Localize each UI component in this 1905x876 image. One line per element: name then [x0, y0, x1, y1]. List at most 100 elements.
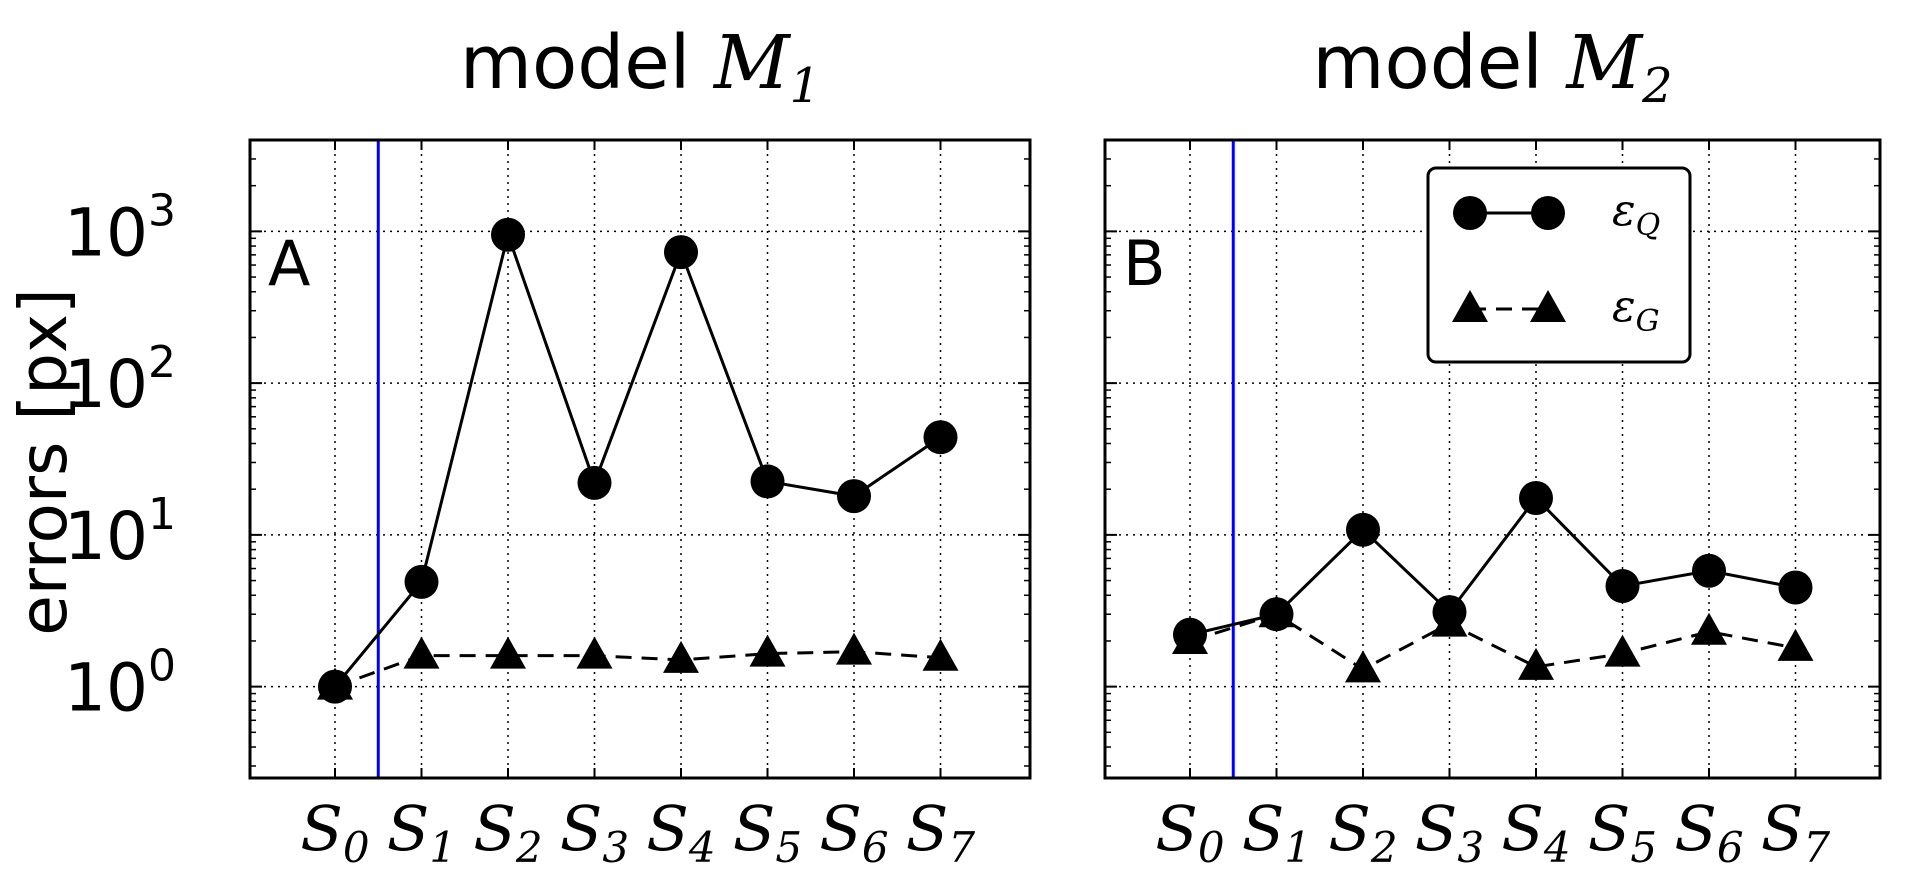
title-text: model — [1312, 20, 1566, 106]
series-eg-point — [663, 640, 699, 673]
x-tick-label: S7 — [906, 792, 975, 872]
y-tick-exponent: 3 — [148, 185, 176, 236]
y-tick-exponent: 1 — [148, 489, 176, 540]
series-eg-point — [317, 667, 353, 700]
x-tick-base: S — [387, 792, 429, 865]
panel-a-series — [317, 140, 959, 778]
series-eg-point — [1172, 621, 1208, 654]
series-eg-point — [922, 638, 959, 671]
legend-g-sub: G — [1636, 304, 1660, 339]
x-tick-sub: 7 — [1803, 823, 1830, 872]
x-tick-base: S — [733, 792, 775, 865]
title-math-sub: 2 — [1641, 58, 1673, 114]
panel-b-label: B — [1123, 227, 1166, 300]
x-tick-label: S2 — [473, 792, 542, 872]
x-tick-base: S — [1328, 792, 1370, 865]
x-tick-label: S0 — [300, 792, 369, 872]
legend-entry-q: εQ — [1453, 185, 1660, 243]
series-eq-point — [837, 479, 871, 514]
panel-a-frame — [248, 138, 1032, 780]
series-eg-point — [403, 636, 440, 669]
series-eg-point — [576, 636, 613, 669]
series-eq-point — [1519, 480, 1553, 515]
y-tick-base: 10 — [64, 498, 148, 575]
series-eg-point — [749, 634, 786, 667]
legend-q-symbol: ε — [1612, 185, 1636, 236]
y-tick-exponent: 0 — [148, 641, 176, 692]
panel-b: model M2 B S0 S1 S2 S3 S4 S5 S6 S7 εQ — [1103, 20, 1882, 872]
x-tick-sub: 3 — [1457, 823, 1484, 872]
series-eg-point — [1258, 595, 1295, 628]
x-tick-label: S1 — [1242, 792, 1311, 872]
x-tick-sub: 1 — [429, 823, 456, 872]
x-tick-label: S4 — [1501, 792, 1570, 872]
x-tick-sub: 0 — [343, 823, 370, 872]
y-tick-base: 10 — [64, 346, 148, 423]
series-eq-point — [1692, 553, 1726, 588]
series-eq-point — [1346, 512, 1380, 547]
x-tick-label: S3 — [560, 792, 629, 872]
x-tick-base: S — [560, 792, 602, 865]
series-eq-line — [333, 229, 942, 688]
panel-b-frame — [1103, 138, 1882, 780]
series-eg-line — [334, 650, 941, 689]
y-tick-label: 101 — [64, 489, 176, 575]
x-tick-sub: 6 — [1717, 823, 1744, 872]
legend-g-marker-left — [1452, 290, 1488, 322]
panel-a: model M1 A S0 S1 S2 S3 S4 S5 S6 S7 — [248, 20, 1032, 872]
title-math-sub: 1 — [790, 58, 821, 114]
x-tick-label: S5 — [733, 792, 802, 872]
y-tick-base: 10 — [64, 650, 148, 727]
x-tick-base: S — [1155, 792, 1197, 865]
x-tick-sub: 4 — [688, 823, 716, 872]
x-tick-sub: 2 — [515, 823, 543, 872]
x-tick-label: S2 — [1328, 792, 1397, 872]
panel-b-x-tick-labels: S0 S1 S2 S3 S4 S5 S6 S7 — [1155, 792, 1830, 872]
series-eg-point — [836, 632, 872, 665]
series-eg-point — [1518, 647, 1554, 680]
panel-a-label: A — [268, 227, 310, 300]
x-tick-sub: 7 — [948, 823, 975, 872]
series-eg-point — [1431, 604, 1468, 637]
title-math-base: M — [1564, 20, 1644, 106]
panel-a-ticks — [250, 139, 1030, 778]
x-tick-base: S — [1588, 792, 1630, 865]
legend-q-marker-right — [1531, 196, 1565, 230]
legend-g-label: εG — [1612, 281, 1660, 339]
title-math-base: M — [712, 20, 792, 106]
legend: εQ εG — [1426, 166, 1692, 364]
x-tick-sub: 3 — [602, 823, 629, 872]
y-axis-label: errors [px] — [5, 288, 82, 636]
y-tick-exponent: 2 — [148, 337, 176, 388]
x-tick-label: S1 — [387, 792, 456, 872]
series-eg-point — [1604, 634, 1641, 667]
x-tick-sub: 6 — [862, 823, 889, 872]
series-eq-point — [923, 420, 958, 455]
legend-q-sub: Q — [1636, 208, 1661, 243]
y-tick-label: 100 — [64, 641, 176, 727]
series-eg-point — [1777, 628, 1814, 661]
y-tick-labels: 100 101 102 103 — [64, 185, 176, 726]
x-tick-label: S6 — [1674, 792, 1743, 872]
series-eq-point — [750, 464, 785, 499]
series-eg-point — [1345, 650, 1381, 683]
series-eq-point — [1778, 570, 1813, 605]
panel-a-x-tick-labels: S0 S1 S2 S3 S4 S5 S6 S7 — [300, 792, 975, 872]
x-tick-label: S4 — [646, 792, 715, 872]
x-tick-label: S6 — [819, 792, 888, 872]
x-tick-label: S0 — [1155, 792, 1224, 872]
x-tick-base: S — [646, 792, 688, 865]
legend-entry-g: εG — [1452, 281, 1660, 339]
x-tick-base: S — [300, 792, 342, 865]
series-eg-point — [490, 636, 526, 669]
x-tick-base: S — [819, 792, 861, 865]
x-tick-base: S — [1242, 792, 1284, 865]
series-eq-point — [491, 217, 525, 252]
x-tick-base: S — [1674, 792, 1716, 865]
legend-q-label: εQ — [1612, 185, 1660, 243]
x-tick-base: S — [1501, 792, 1543, 865]
x-tick-label: S5 — [1588, 792, 1657, 872]
y-tick-base: 10 — [64, 194, 148, 271]
legend-g-symbol: ε — [1612, 281, 1636, 332]
